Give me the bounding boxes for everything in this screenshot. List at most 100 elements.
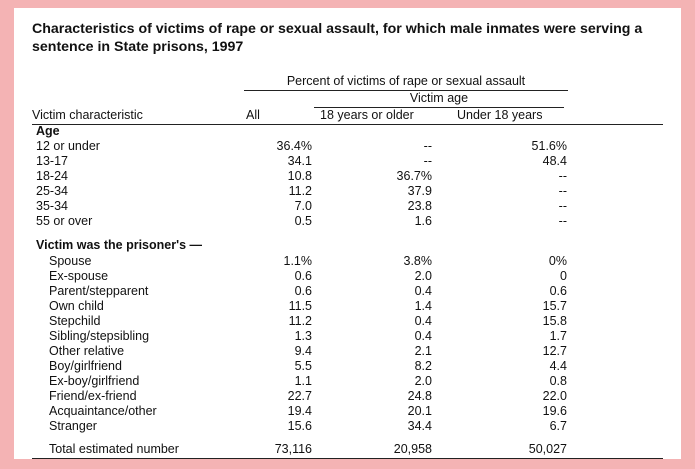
- table-row: 18-24 10.8 36.7% --: [14, 169, 681, 184]
- all-value: 1.1: [294, 374, 312, 388]
- minor-value: 0.6: [549, 284, 567, 298]
- row-label: 35-34: [36, 199, 68, 213]
- adult-value: 23.8: [407, 199, 432, 213]
- adult-value: 20.1: [407, 404, 432, 418]
- row-label: Acquaintance/other: [49, 404, 157, 418]
- all-value: 1.3: [294, 329, 312, 343]
- minor-value: 0.8: [549, 374, 567, 388]
- minor-value: 6.7: [549, 419, 567, 433]
- all-total: 73,116: [274, 442, 312, 456]
- minor-value: 4.4: [549, 359, 567, 373]
- adult-value: --: [423, 139, 432, 153]
- row-label: Spouse: [49, 254, 92, 268]
- table-row: 55 or over 0.5 1.6 --: [14, 214, 681, 229]
- adult-value: 0.4: [414, 284, 432, 298]
- row-label: 18-24: [36, 169, 68, 183]
- table-row: Stepchild 11.2 0.4 15.8: [14, 314, 681, 329]
- adult-value: 1.6: [414, 214, 432, 228]
- minor-value: 0: [560, 269, 567, 283]
- minor-value: 48.4: [542, 154, 567, 168]
- row-label: Friend/ex-friend: [49, 389, 137, 403]
- adult-value: 2.0: [414, 374, 432, 388]
- header-rule: [32, 124, 663, 125]
- minor-value: --: [558, 214, 567, 228]
- all-value: 5.5: [294, 359, 312, 373]
- total-label: Total estimated number: [49, 442, 179, 456]
- adult-value: 36.7%: [396, 169, 432, 183]
- bottom-rule: [32, 458, 663, 459]
- adult-value: 3.8%: [403, 254, 433, 268]
- document-page: Characteristics of victims of rape or se…: [14, 8, 681, 459]
- adult-value: 34.4: [407, 419, 432, 433]
- row-label: Parent/stepparent: [49, 284, 149, 298]
- adult-value: 37.9: [407, 184, 432, 198]
- row-label: Own child: [49, 299, 104, 313]
- all-value: 10.8: [287, 169, 312, 183]
- row-label: Sibling/stepsibling: [49, 329, 150, 343]
- all-value: 11.2: [288, 184, 312, 198]
- row-label: Stranger: [49, 419, 97, 433]
- table-row: Boy/girlfriend 5.5 8.2 4.4: [14, 359, 681, 374]
- row-label: 13-17: [36, 154, 68, 168]
- victim-age-header: Victim age: [314, 91, 564, 108]
- minor-value: 0%: [548, 254, 567, 268]
- table-row: 12 or under 36.4% -- 51.6%: [14, 139, 681, 154]
- table-row: 13-17 34.1 -- 48.4: [14, 154, 681, 169]
- relation-section-heading: Victim was the prisoner's —: [36, 238, 202, 252]
- minor-value: 22.0: [542, 389, 567, 403]
- table-row: Stranger 15.6 34.4 6.7: [14, 419, 681, 434]
- all-value: 11.2: [288, 314, 312, 328]
- all-column-header: All: [246, 108, 260, 122]
- all-value: 0.5: [294, 214, 312, 228]
- adult-value: 2.1: [414, 344, 432, 358]
- adult-value: 8.2: [414, 359, 432, 373]
- adult-column-header: 18 years or older: [320, 108, 414, 122]
- all-value: 1.1%: [283, 254, 313, 268]
- adult-value: 2.0: [414, 269, 432, 283]
- row-label: 55 or over: [36, 214, 93, 228]
- table-row: Acquaintance/other 19.4 20.1 19.6: [14, 404, 681, 419]
- table-row: Friend/ex-friend 22.7 24.8 22.0: [14, 389, 681, 404]
- minor-value: 51.6%: [531, 139, 567, 153]
- minor-value: 1.7: [549, 329, 567, 343]
- row-label: Ex-spouse: [49, 269, 109, 283]
- row-label: Ex-boy/girlfriend: [49, 374, 140, 388]
- all-value: 11.5: [288, 299, 312, 313]
- row-label: Stepchild: [49, 314, 101, 328]
- minor-value: 15.7: [542, 299, 567, 313]
- row-label: Boy/girlfriend: [49, 359, 122, 373]
- all-value: 7.0: [294, 199, 312, 213]
- all-value: 36.4%: [276, 139, 312, 153]
- table-row: Own child 11.5 1.4 15.7: [14, 299, 681, 314]
- row-label: 25-34: [36, 184, 68, 198]
- row-label: Other relative: [49, 344, 125, 358]
- minor-value: 15.8: [542, 314, 567, 328]
- minor-column-header: Under 18 years: [457, 108, 543, 122]
- all-value: 22.7: [287, 389, 312, 403]
- table-row: Ex-boy/girlfriend 1.1 2.0 0.8: [14, 374, 681, 389]
- minor-value: 12.7: [542, 344, 567, 358]
- adult-value: 24.8: [407, 389, 432, 403]
- percent-spanner-header: Percent of victims of rape or sexual ass…: [244, 74, 568, 91]
- minor-value: --: [558, 199, 567, 213]
- table-row: Parent/stepparent 0.6 0.4 0.6: [14, 284, 681, 299]
- all-value: 0.6: [294, 284, 312, 298]
- table-row: 25-34 11.2 37.9 --: [14, 184, 681, 199]
- all-value: 0.6: [294, 269, 312, 283]
- adult-value: --: [423, 154, 432, 168]
- all-value: 15.6: [287, 419, 312, 433]
- adult-total: 20,958: [393, 442, 432, 456]
- minor-total: 50,027: [528, 442, 567, 456]
- table-row: Ex-spouse 0.6 2.0 0: [14, 269, 681, 284]
- minor-value: --: [558, 184, 567, 198]
- all-value: 19.4: [287, 404, 312, 418]
- table-row: 35-34 7.0 23.8 --: [14, 199, 681, 214]
- minor-value: 19.6: [542, 404, 567, 418]
- age-section-heading: Age: [36, 124, 60, 138]
- minor-value: --: [558, 169, 567, 183]
- all-value: 34.1: [287, 154, 312, 168]
- adult-value: 0.4: [414, 329, 432, 343]
- all-value: 9.4: [294, 344, 312, 358]
- table-title: Characteristics of victims of rape or se…: [32, 21, 643, 55]
- table-row: Sibling/stepsibling 1.3 0.4 1.7: [14, 329, 681, 344]
